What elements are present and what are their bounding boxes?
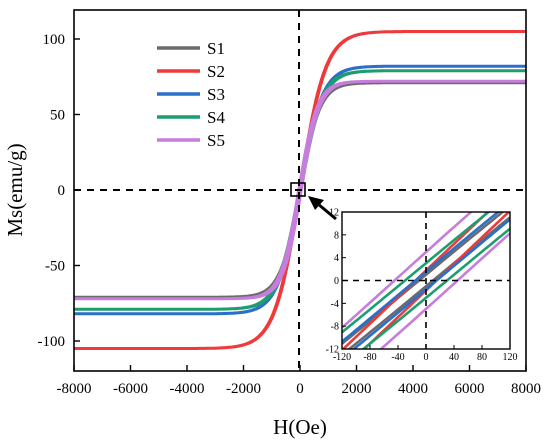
y-tick-label: 0	[58, 183, 66, 199]
inset-y-tick-label: -12	[326, 345, 339, 356]
series-line-s4	[74, 69, 526, 311]
series-line-s1	[74, 81, 526, 299]
x-axis-ticks: -8000 -6000 -4000 -2000 0 2000 4000 6000 8000	[57, 365, 541, 397]
legend-label-s4: S4	[207, 108, 225, 127]
legend-label-s5: S5	[207, 131, 225, 150]
legend-label-s2: S2	[207, 62, 225, 81]
x-tick-label: -2000	[226, 381, 261, 397]
series-line-s3	[74, 64, 526, 316]
inset-y-tick-label: 12	[329, 208, 339, 219]
inset-x-tick-label: 120	[503, 352, 518, 363]
x-tick-label: 8000	[511, 381, 541, 397]
inset-y-tick-label: 4	[334, 253, 339, 264]
inset-x-tick-label: -40	[391, 352, 404, 363]
y-tick-label: -100	[38, 334, 66, 350]
legend-label-s1: S1	[207, 39, 225, 58]
y-tick-label: 50	[50, 108, 65, 124]
x-tick-label: -8000	[57, 381, 92, 397]
inset-series-line-s4	[361, 227, 510, 349]
inset-x-tick-label: -80	[363, 352, 376, 363]
inset-series-line-s5	[342, 212, 474, 329]
x-tick-label: 2000	[342, 381, 372, 397]
y-tick-label: -50	[45, 259, 65, 275]
main-curves	[74, 30, 526, 350]
inset-x-tick-label: 80	[477, 352, 487, 363]
inset-x-axis-ticks: -120 -80 -40 0 40 80 120	[333, 345, 518, 363]
y-axis-label: Ms(emu/g)	[3, 143, 27, 236]
inset-series-line-s5	[378, 232, 510, 349]
inset-x-tick-label: -120	[333, 352, 351, 363]
inset-series-line-s4	[342, 212, 491, 334]
inset-y-tick-label: -4	[331, 299, 339, 310]
legend: S1 S2 S3 S4 S5	[157, 39, 225, 150]
zoom-arrow-head	[308, 196, 324, 210]
inset-series-line-s1	[342, 212, 505, 345]
inset-y-tick-label: 8	[334, 230, 339, 241]
y-tick-label: 100	[43, 32, 66, 48]
inset-series-line-s1	[347, 216, 510, 349]
inset-x-tick-label: 40	[449, 352, 459, 363]
zoom-arrow-shaft	[317, 202, 337, 221]
x-tick-label: -4000	[170, 381, 205, 397]
series-line-s2	[74, 30, 526, 350]
inset-y-axis-ticks: -12 -8 -4 0 4 8 12	[326, 208, 346, 356]
x-axis-label: H(Oe)	[273, 415, 327, 439]
series-line-s5	[74, 79, 526, 301]
inset-y-tick-label: 0	[334, 276, 339, 287]
inset-x-tick-label: 0	[424, 352, 429, 363]
x-tick-label: 6000	[455, 381, 485, 397]
legend-label-s3: S3	[207, 85, 225, 104]
x-tick-label: 0	[296, 381, 304, 397]
x-tick-label: -6000	[113, 381, 148, 397]
x-tick-label: 4000	[398, 381, 428, 397]
y-axis-ticks: -100 -50 0 50 100	[38, 32, 80, 350]
inset-y-tick-label: -8	[331, 322, 339, 333]
zoom-region-box	[290, 182, 306, 197]
